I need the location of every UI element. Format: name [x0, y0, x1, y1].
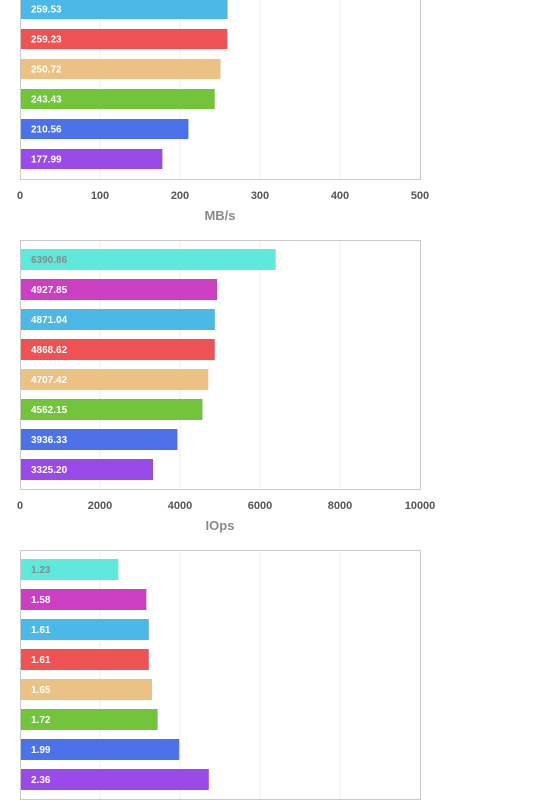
plot-frame [20, 550, 421, 800]
x-tick-label: 400 [331, 190, 349, 202]
bar [20, 739, 180, 760]
x-axis-title: IOps [206, 518, 235, 533]
bar [20, 0, 228, 19]
bar-value-label: 1.23 [31, 565, 51, 576]
chart-3: 1.23 1.58 1.61 1.61 1.65 1.72 1.99 2.36 [20, 550, 421, 800]
x-tick-label: 100 [91, 190, 109, 202]
x-tick-label: 300 [251, 190, 269, 202]
plot-frame [20, 0, 421, 180]
bar [20, 459, 154, 480]
bar-value-label: 259.53 [31, 5, 62, 16]
bar-value-label: 259.23 [31, 35, 62, 46]
bar [20, 279, 218, 300]
bar [20, 589, 147, 610]
x-tick-label: 4000 [168, 500, 192, 512]
bar-value-label: 2.36 [31, 775, 51, 786]
bar [20, 429, 178, 450]
bar [20, 149, 163, 169]
bar [20, 399, 203, 420]
x-tick-label: 10000 [405, 500, 436, 512]
bar-value-label: 3936.33 [31, 435, 68, 446]
bar [20, 119, 189, 139]
bar [20, 89, 215, 109]
bar [20, 309, 215, 330]
plot-frame [20, 240, 421, 490]
chart-2: 6390.86 4927.85 4871.04 4868.62 4707.42 4562.… [17, 240, 435, 533]
bar [20, 59, 221, 79]
bar-value-label: 3325.20 [31, 465, 68, 476]
x-tick-label: 500 [411, 190, 429, 202]
bar-value-label: 1.65 [31, 685, 51, 696]
bar-value-label: 4868.62 [31, 345, 68, 356]
bar [20, 369, 209, 390]
bar-value-label: 4562.15 [31, 405, 68, 416]
bar [20, 679, 152, 700]
x-tick-label: 2000 [88, 500, 112, 512]
bar-value-label: 250.72 [31, 65, 62, 76]
bar-value-label: 4927.85 [31, 285, 68, 296]
chart-1: 259.53 259.23 250.72 243.43 210.56 177.99 0 100… [17, 0, 429, 223]
bar [20, 709, 158, 730]
bar-value-label: 1.61 [31, 625, 51, 636]
x-tick-label: 8000 [328, 500, 352, 512]
bar-value-label: 243.43 [31, 95, 62, 106]
x-tick-label: 0 [17, 190, 23, 202]
bar-value-label: 177.99 [31, 155, 62, 166]
x-tick-label: 200 [171, 190, 189, 202]
bar-value-label: 1.99 [31, 745, 51, 756]
bar [20, 619, 149, 640]
x-tick-label: 6000 [248, 500, 272, 512]
bar [20, 29, 228, 49]
bar-value-label: 4707.42 [31, 375, 68, 386]
bar-value-label: 1.61 [31, 655, 51, 666]
bar [20, 649, 149, 670]
bar-value-label: 210.56 [31, 125, 62, 136]
bar [20, 559, 119, 580]
bar-value-label: 6390.86 [31, 255, 68, 266]
x-tick-label: 0 [17, 500, 23, 512]
x-axis-title: MB/s [204, 208, 235, 223]
bar [20, 769, 209, 790]
bar [20, 249, 276, 270]
bar-value-label: 4871.04 [31, 315, 68, 326]
bar-value-label: 1.72 [31, 715, 51, 726]
bar-value-label: 1.58 [31, 595, 51, 606]
bar [20, 339, 215, 360]
